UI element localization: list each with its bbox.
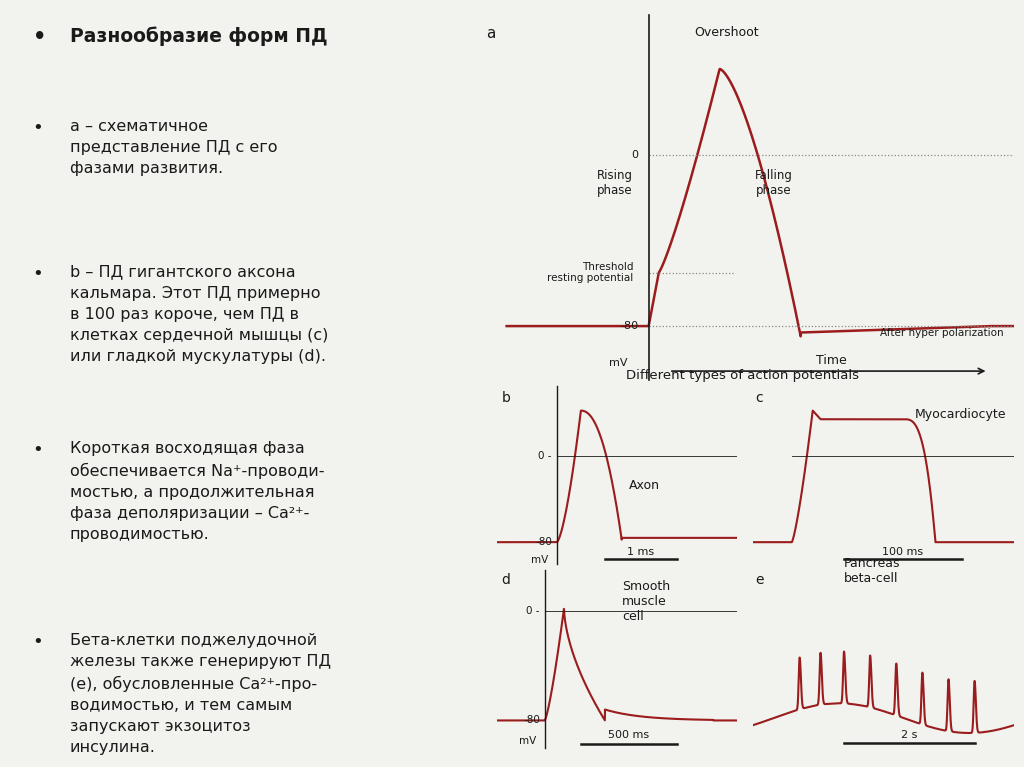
Text: Threshold
resting potential: Threshold resting potential [547, 262, 634, 283]
Text: b: b [502, 391, 510, 405]
Text: Overshoot: Overshoot [694, 26, 759, 39]
Text: a – схематичное
представление ПД с его
фазами развития.: a – схематичное представление ПД с его ф… [70, 119, 278, 176]
Text: Бета-клетки поджелудочной
железы также генерируют ПД
(e), обусловленные Ca²⁺-про: Бета-клетки поджелудочной железы также г… [70, 633, 331, 755]
Text: mV: mV [519, 736, 537, 746]
Text: Разнообразие форм ПД: Разнообразие форм ПД [70, 27, 328, 47]
Text: 500 ms: 500 ms [608, 730, 649, 740]
Text: Axon: Axon [629, 479, 660, 492]
Text: b – ПД гигантского аксона
кальмара. Этот ПД примерно
в 100 раз короче, чем ПД в
: b – ПД гигантского аксона кальмара. Этот… [70, 265, 329, 364]
Text: d: d [502, 574, 510, 588]
Text: Rising
phase: Rising phase [596, 169, 633, 197]
Text: •: • [33, 119, 43, 137]
Text: Pancreas
beta-cell: Pancreas beta-cell [844, 558, 900, 585]
Text: 0: 0 [632, 150, 639, 160]
Text: 2 s: 2 s [901, 730, 918, 740]
Text: a: a [486, 26, 496, 41]
Text: -80: -80 [523, 716, 540, 726]
Text: -80: -80 [536, 537, 552, 547]
Text: •: • [33, 27, 46, 47]
Text: •: • [33, 265, 43, 282]
Text: Falling
phase: Falling phase [756, 169, 793, 197]
Text: mV: mV [531, 555, 549, 565]
Text: Myocardiocyte: Myocardiocyte [914, 408, 1006, 421]
Text: Different types of action potentials: Different types of action potentials [626, 369, 859, 382]
Text: Короткая восходящая фаза
обеспечивается Na⁺-проводи-
мостью, а продолжительная
ф: Короткая восходящая фаза обеспечивается … [70, 441, 325, 542]
Text: -80: -80 [621, 321, 639, 331]
Text: 0 -: 0 - [539, 451, 552, 461]
Text: After hyper polarization: After hyper polarization [880, 328, 1004, 337]
Text: Time: Time [816, 354, 847, 367]
Text: •: • [33, 441, 43, 459]
Text: 100 ms: 100 ms [883, 548, 924, 558]
Text: 0 -: 0 - [526, 606, 540, 616]
Text: •: • [33, 633, 43, 650]
Text: c: c [756, 391, 763, 405]
Text: mV: mV [609, 358, 628, 368]
Text: 1 ms: 1 ms [628, 548, 654, 558]
Text: Smooth
muscle
cell: Smooth muscle cell [622, 580, 670, 623]
Text: e: e [756, 574, 764, 588]
